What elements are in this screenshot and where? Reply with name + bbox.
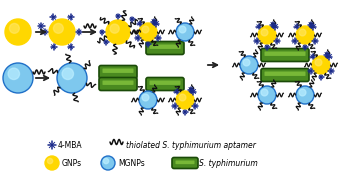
Circle shape bbox=[261, 29, 268, 36]
Circle shape bbox=[139, 91, 157, 109]
Circle shape bbox=[57, 63, 87, 93]
Circle shape bbox=[139, 23, 157, 41]
Circle shape bbox=[45, 156, 59, 170]
Circle shape bbox=[142, 94, 149, 101]
FancyBboxPatch shape bbox=[265, 71, 306, 76]
Circle shape bbox=[240, 56, 258, 74]
FancyBboxPatch shape bbox=[176, 160, 195, 164]
Circle shape bbox=[176, 91, 194, 109]
Circle shape bbox=[258, 86, 276, 104]
FancyBboxPatch shape bbox=[102, 68, 134, 73]
Circle shape bbox=[5, 19, 31, 45]
Circle shape bbox=[3, 63, 33, 93]
Text: S. typhimurium: S. typhimurium bbox=[199, 159, 258, 167]
Circle shape bbox=[299, 89, 306, 96]
FancyBboxPatch shape bbox=[99, 77, 137, 91]
Circle shape bbox=[9, 23, 19, 33]
Circle shape bbox=[296, 86, 314, 104]
Circle shape bbox=[142, 26, 149, 33]
Circle shape bbox=[258, 26, 276, 44]
Circle shape bbox=[296, 26, 314, 44]
Circle shape bbox=[315, 59, 322, 66]
Circle shape bbox=[179, 94, 186, 101]
Circle shape bbox=[179, 26, 186, 33]
FancyBboxPatch shape bbox=[150, 81, 181, 85]
FancyBboxPatch shape bbox=[261, 68, 309, 81]
Circle shape bbox=[104, 158, 109, 164]
FancyBboxPatch shape bbox=[102, 81, 134, 85]
FancyBboxPatch shape bbox=[172, 157, 198, 169]
Text: thiolated S. typhimurium aptamer: thiolated S. typhimurium aptamer bbox=[126, 140, 256, 149]
Text: MGNPs: MGNPs bbox=[118, 159, 145, 167]
FancyBboxPatch shape bbox=[261, 49, 309, 61]
Text: 4-MBA: 4-MBA bbox=[58, 140, 82, 149]
FancyBboxPatch shape bbox=[150, 44, 181, 49]
Circle shape bbox=[47, 158, 53, 164]
FancyBboxPatch shape bbox=[146, 77, 184, 91]
FancyBboxPatch shape bbox=[99, 66, 137, 78]
Circle shape bbox=[243, 59, 250, 66]
Circle shape bbox=[299, 29, 306, 36]
Circle shape bbox=[110, 24, 119, 33]
Circle shape bbox=[62, 68, 74, 80]
Circle shape bbox=[261, 89, 268, 96]
Circle shape bbox=[106, 20, 130, 44]
Circle shape bbox=[8, 68, 20, 80]
Circle shape bbox=[54, 23, 63, 33]
FancyBboxPatch shape bbox=[146, 42, 184, 54]
Circle shape bbox=[101, 156, 115, 170]
FancyBboxPatch shape bbox=[265, 51, 306, 56]
Circle shape bbox=[176, 23, 194, 41]
Text: GNPs: GNPs bbox=[62, 159, 82, 167]
Circle shape bbox=[49, 19, 75, 45]
Circle shape bbox=[312, 56, 330, 74]
